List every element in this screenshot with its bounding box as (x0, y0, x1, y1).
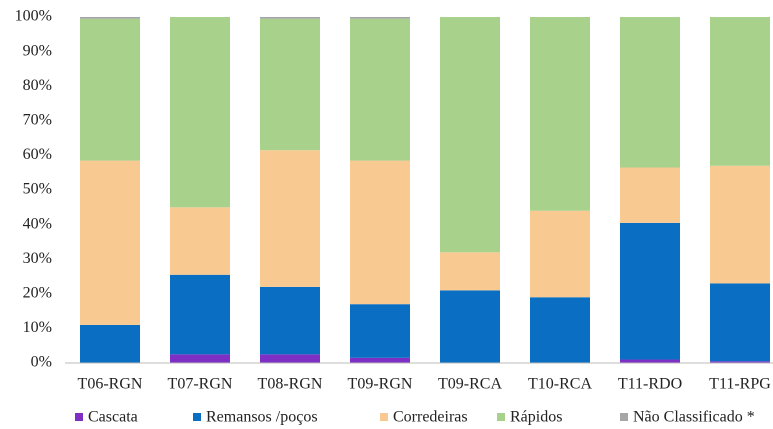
y-tick-label: 40% (23, 215, 52, 232)
bar-segment (80, 18, 140, 161)
bar-segment (350, 160, 410, 305)
bar-segment (170, 354, 230, 363)
legend-swatch (193, 413, 201, 421)
bar-segment (260, 150, 320, 287)
bar-segment (80, 324, 140, 363)
x-tick-label: T08-RGN (258, 376, 323, 393)
x-tick-label: T09-RGN (348, 376, 413, 393)
bar-segment (350, 17, 410, 19)
bar-segment (530, 297, 590, 363)
bar-segment (440, 252, 500, 291)
y-tick-label: 100% (15, 8, 52, 25)
legend-label: Remansos /poços (206, 409, 318, 426)
bar-segment (440, 290, 500, 363)
bar-segment (530, 17, 590, 211)
bar-segment (710, 361, 770, 363)
x-tick-label: T10-RCA (528, 376, 592, 393)
y-tick-label: 50% (23, 181, 52, 198)
bar-segment (260, 286, 320, 355)
y-tick-label: 60% (23, 146, 52, 163)
x-tick-label: T09-RCA (438, 376, 502, 393)
bar-segment (350, 18, 410, 161)
bar-segment (260, 18, 320, 151)
bar-segment (350, 357, 410, 363)
bar-segment (80, 160, 140, 325)
bar-segment (350, 304, 410, 358)
bar-segment (170, 274, 230, 355)
legend-swatch (380, 413, 388, 421)
bar-segment (80, 17, 140, 19)
bar-segment (170, 17, 230, 208)
bar-segment (260, 17, 320, 19)
bar-segment (620, 359, 680, 363)
y-tick-label: 0% (31, 354, 52, 371)
legend-swatch (75, 413, 83, 421)
x-tick-label: T11-RDO (618, 376, 682, 393)
bar-segment (620, 167, 680, 223)
y-tick-label: 10% (23, 319, 52, 336)
y-tick-label: 90% (23, 42, 52, 59)
bar-segment (710, 17, 770, 166)
bar-segment (710, 283, 770, 362)
bar-segment (710, 165, 770, 284)
bar-segment (440, 17, 500, 253)
x-tick-label: T11-RPG (709, 376, 771, 393)
legend-label: Cascata (88, 409, 138, 426)
bar-segment (170, 207, 230, 275)
legend-swatch (497, 413, 505, 421)
x-tick-label: T06-RGN (78, 376, 143, 393)
legend-swatch (620, 413, 628, 421)
bar-segment (620, 222, 680, 360)
bar-segment (530, 210, 590, 298)
x-tick-label: T07-RGN (168, 376, 233, 393)
legend-label: Corredeiras (393, 409, 468, 426)
bar-segment (620, 17, 680, 168)
y-tick-label: 20% (23, 284, 52, 301)
y-tick-label: 70% (23, 111, 52, 128)
y-tick-label: 80% (23, 77, 52, 94)
legend-label: Rápidos (510, 409, 562, 426)
bar-segment (260, 354, 320, 363)
y-tick-label: 30% (23, 250, 52, 267)
legend-label: Não Classificado * (633, 409, 755, 426)
